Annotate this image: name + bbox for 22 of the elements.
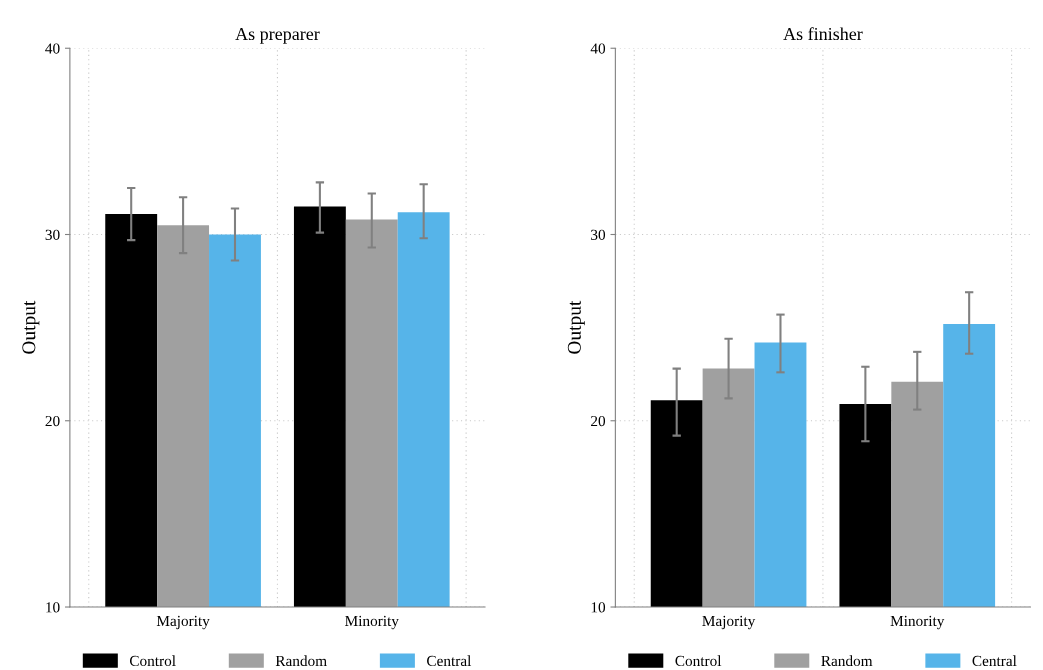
- x-tick-label: Majority: [702, 615, 756, 630]
- chart-title: As preparer: [235, 27, 320, 44]
- y-tick-label: 40: [45, 43, 60, 54]
- y-tick-label: 30: [45, 229, 60, 240]
- x-tick-label: Minority: [345, 615, 399, 630]
- legend-label: Central: [972, 655, 1017, 667]
- y-tick-label: 40: [590, 43, 606, 54]
- y-tick-label: 20: [45, 415, 60, 427]
- legend-label: Control: [675, 655, 722, 667]
- y-axis-title: Output: [567, 300, 585, 354]
- x-tick-label: Minority: [890, 615, 945, 630]
- y-tick-label: 30: [591, 229, 606, 240]
- y-axis-title: Output: [22, 300, 40, 354]
- y-tick-label: 20: [591, 415, 606, 427]
- legend-label: Random: [275, 655, 327, 667]
- y-tick-label: 10: [46, 602, 60, 613]
- legend-label: Random: [821, 655, 873, 667]
- legend-label: Central: [427, 655, 472, 667]
- y-tick-label: 10: [591, 602, 606, 613]
- legend-label: Control: [129, 655, 176, 667]
- chart-title: As finisher: [783, 27, 863, 41]
- x-tick-label: Majority: [156, 615, 210, 630]
